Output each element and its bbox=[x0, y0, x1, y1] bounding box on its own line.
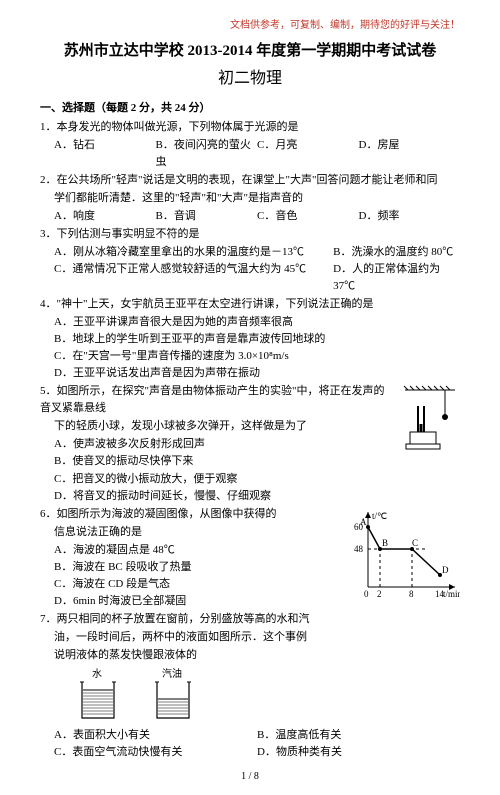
q7-row1: A．表面积大小有关 B．温度高低有关 bbox=[40, 727, 460, 744]
svg-text:0: 0 bbox=[364, 589, 369, 599]
q1-opt-d: D．房屋 bbox=[359, 137, 461, 171]
q7-figure: 水 汽油 bbox=[70, 668, 460, 723]
q1-options: A．钻石 B．夜间闪亮的萤火虫 C．月亮 D．房屋 bbox=[40, 137, 460, 171]
svg-text:C: C bbox=[412, 538, 418, 548]
exam-subtitle: 初二物理 bbox=[40, 67, 460, 92]
q6-chart: t/℃ 60 48 0 2 8 14 t/min A B C D bbox=[350, 507, 460, 602]
q4-opt-b: B．地球上的学生听到王亚平的声音是靠声波传回地球的 bbox=[40, 331, 460, 348]
q5-stem-1: 5．如图所示，在探究"声音是由物体振动产生的实验"中，将正在发声的音叉紧靠悬线 bbox=[40, 383, 460, 417]
q2-opt-b: B．音调 bbox=[156, 208, 258, 225]
q4-opt-a: A．王亚平讲课声音很大是因为她的声音频率很高 bbox=[40, 314, 460, 331]
q2-options: A．响度 B．音调 C．音色 D．频率 bbox=[40, 208, 460, 225]
q5-stem-2: 下的轻质小球，发现小球被多次弹开，这样做是为了 bbox=[40, 418, 460, 435]
beaker-water: 水 bbox=[70, 668, 125, 723]
q3-opt-d: D．人的正常体温约为 37℃ bbox=[333, 261, 460, 295]
q3-stem: 3．下列估测与事实明显不符的是 bbox=[40, 226, 460, 243]
q4-stem: 4．"神十"上天，女宇航员王亚平在太空进行讲课，下列说法正确的是 bbox=[40, 296, 460, 313]
q7-stem-2: 油，一段时间后，两杯中的液面如图所示．这个事例 bbox=[40, 629, 460, 646]
page-number: 1 / 8 bbox=[40, 769, 460, 785]
q1-opt-a: A．钻石 bbox=[54, 137, 156, 171]
svg-text:水: 水 bbox=[92, 668, 102, 680]
svg-text:2: 2 bbox=[377, 589, 382, 599]
q3-opt-b: B．洗澡水的温度约 80℃ bbox=[333, 244, 460, 261]
q1-opt-b: B．夜间闪亮的萤火虫 bbox=[156, 137, 258, 171]
svg-text:8: 8 bbox=[409, 589, 414, 599]
q3-opt-a: A．刚从冰箱冷藏室里拿出的水果的温度约是－13℃ bbox=[54, 244, 333, 261]
q5-opt-a: A．使声波被多次反射形成回声 bbox=[40, 436, 460, 453]
beaker-oil: 汽油 bbox=[145, 668, 200, 723]
q2-opt-c: C．音色 bbox=[257, 208, 359, 225]
q1-stem: 1．本身发光的物体叫做光源，下列物体属于光源的是 bbox=[40, 119, 460, 136]
svg-text:汽油: 汽油 bbox=[162, 668, 182, 680]
q3-row2: C．通常情况下正常人感觉较舒适的气温大约为 45℃ D．人的正常体温约为 37℃ bbox=[40, 261, 460, 295]
svg-text:48: 48 bbox=[354, 544, 364, 554]
q5-opt-d: D．将音叉的振动时间延长，慢慢、仔细观察 bbox=[40, 488, 460, 505]
top-note: 文档供参考，可复制、编制，期待您的好评与关注！ bbox=[40, 18, 460, 34]
exam-title: 苏州市立达中学校 2013-2014 年度第一学期期中考试试卷 bbox=[40, 40, 460, 63]
q7-opt-d: D．物质种类有关 bbox=[257, 744, 460, 761]
q1-opt-c: C．月亮 bbox=[257, 137, 359, 171]
q5-opt-c: C．把音叉的微小振动放大，便于观察 bbox=[40, 471, 460, 488]
q2-stem-1: 2．在公共场所"轻声"说话是文明的表现，在课堂上"大声"回答问题才能让老师和同 bbox=[40, 172, 460, 189]
q4-opt-d: D．王亚平说话发出声音是因为声带在振动 bbox=[40, 365, 460, 382]
q2-stem-2: 学们都能听清楚．这里的"轻声"和"大声"是指声音的 bbox=[40, 190, 460, 207]
svg-text:A: A bbox=[360, 517, 367, 527]
q2-opt-d: D．频率 bbox=[359, 208, 461, 225]
chart-ylabel: t/℃ bbox=[372, 511, 387, 521]
q3-row1: A．刚从冰箱冷藏室里拿出的水果的温度约是－13℃ B．洗澡水的温度约 80℃ bbox=[40, 244, 460, 261]
svg-text:D: D bbox=[442, 565, 449, 575]
q5-opt-b: B．使音叉的振动尽快停下来 bbox=[40, 453, 460, 470]
q2-opt-a: A．响度 bbox=[54, 208, 156, 225]
q7-opt-c: C．表面空气流动快慢有关 bbox=[54, 744, 257, 761]
q7-opt-a: A．表面积大小有关 bbox=[54, 727, 257, 744]
q5-figure bbox=[400, 384, 460, 454]
q7-stem-3: 说明液体的蒸发快慢跟液体的 bbox=[40, 647, 460, 664]
q3-opt-c: C．通常情况下正常人感觉较舒适的气温大约为 45℃ bbox=[54, 261, 333, 295]
section-1-head: 一、选择题（每题 2 分，共 24 分） bbox=[40, 100, 460, 117]
q4-opt-c: C．在"天宫一号"里声音传播的速度为 3.0×10⁸m/s bbox=[40, 348, 460, 365]
svg-text:B: B bbox=[382, 538, 388, 548]
q7-row2: C．表面空气流动快慢有关 D．物质种类有关 bbox=[40, 744, 460, 761]
q7-opt-b: B．温度高低有关 bbox=[257, 727, 460, 744]
svg-text:t/min: t/min bbox=[443, 589, 460, 599]
q7-stem-1: 7．两只相同的杯子放置在窗前，分别盛放等高的水和汽 bbox=[40, 611, 460, 628]
